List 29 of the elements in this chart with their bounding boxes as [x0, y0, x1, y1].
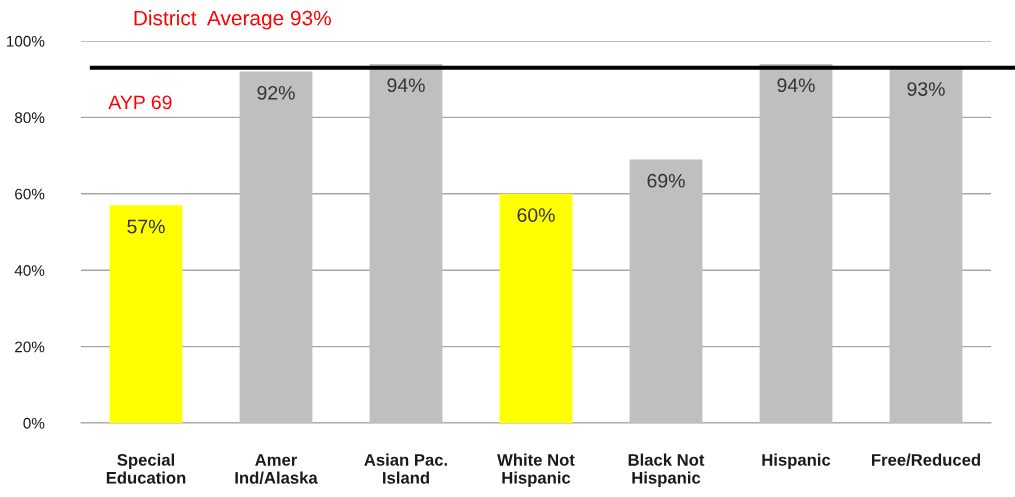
y-tick-label: 0% [23, 417, 45, 429]
data-label: 92% [257, 85, 295, 100]
annotation: AYP 69 [108, 95, 172, 110]
data-label: 60% [517, 208, 555, 222]
y-tick-label: 20% [15, 341, 45, 353]
data-label: 94% [387, 78, 425, 93]
ref-line-label: District Average 93% [134, 10, 331, 30]
x-tick-label: Hispanic [762, 453, 831, 470]
y-tick-label: 60% [15, 188, 45, 200]
x-tick-label: Black Not Hispanic [628, 453, 705, 488]
x-tick-label: Free/Reduced [872, 453, 981, 466]
bar [759, 63, 833, 423]
bar [109, 205, 183, 423]
y-tick-label: 100% [6, 35, 45, 47]
y-tick-label: 40% [14, 265, 45, 276]
bar [629, 159, 703, 423]
x-tick-label: White Not Hispanic [497, 453, 575, 488]
bar [499, 193, 573, 423]
data-label: 69% [647, 173, 685, 188]
bar [239, 71, 313, 423]
bar [889, 67, 963, 423]
x-tick-label: Special Education [106, 453, 186, 484]
y-tick-label: 80% [14, 112, 45, 124]
x-tick-label: Asian Pac. Island [364, 453, 448, 484]
data-label: 57% [127, 219, 165, 234]
data-label: 93% [907, 82, 945, 96]
data-label: 94% [777, 78, 815, 93]
bar [369, 63, 443, 423]
x-tick-label: Amer Ind/Alaska [235, 454, 318, 484]
